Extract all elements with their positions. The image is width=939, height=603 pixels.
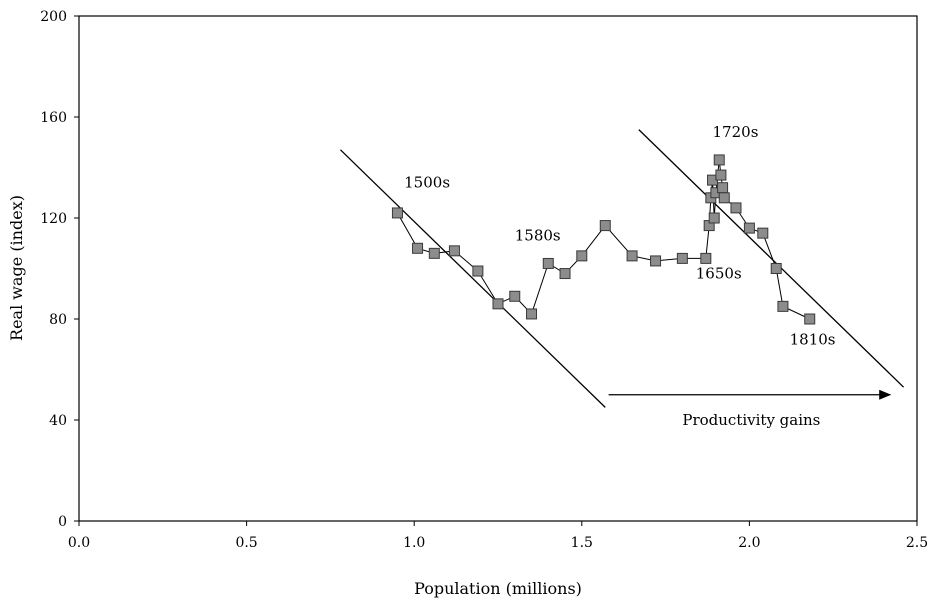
data-point	[527, 309, 537, 319]
data-point	[560, 269, 570, 279]
x-tick-label: 0.5	[235, 535, 257, 551]
data-point	[392, 208, 402, 218]
data-point	[718, 183, 728, 193]
data-point	[473, 266, 483, 276]
data-point	[744, 223, 754, 233]
reference-lines	[340, 130, 903, 408]
data-point	[778, 301, 788, 311]
data-point	[714, 155, 724, 165]
data-point	[510, 291, 520, 301]
annotation-label: 1650s	[696, 265, 742, 283]
data-point	[805, 314, 815, 324]
data-point	[543, 258, 553, 268]
data-point	[413, 243, 423, 253]
y-axis-title: Real wage (index)	[7, 195, 26, 341]
y-tick-label: 0	[58, 514, 67, 530]
y-tick-label: 40	[49, 413, 67, 429]
x-tick-label: 0.0	[68, 535, 90, 551]
data-point	[577, 251, 587, 261]
data-point	[709, 213, 719, 223]
data-point	[719, 193, 729, 203]
x-tick-label: 2.0	[738, 535, 760, 551]
y-axis-ticks: 0 40 80 120 160 200	[40, 9, 79, 530]
series-line-layer	[397, 160, 809, 319]
data-point	[758, 228, 768, 238]
data-point	[771, 264, 781, 274]
data-point	[677, 253, 687, 263]
data-point	[429, 248, 439, 258]
annotation-label: 1810s	[790, 330, 836, 348]
annotation-label: 1720s	[713, 123, 759, 141]
data-point	[493, 299, 503, 309]
x-tick-label: 2.5	[906, 535, 928, 551]
y-tick-label: 120	[40, 211, 67, 227]
data-point	[731, 203, 741, 213]
annotation-layer: 1500s 1580s 1720s 1650s 1810s Productivity ga…	[404, 123, 835, 429]
x-axis-title: Population (millions)	[414, 579, 582, 598]
y-tick-label: 160	[40, 110, 67, 126]
x-tick-label: 1.5	[571, 535, 593, 551]
series-line	[397, 160, 809, 319]
x-tick-label: 1.0	[403, 535, 425, 551]
data-point	[716, 170, 726, 180]
y-tick-label: 200	[40, 9, 67, 25]
y-tick-label: 80	[49, 312, 67, 328]
plot-area	[79, 16, 917, 521]
data-point	[449, 246, 459, 256]
x-axis-ticks: 0.0 0.5 1.0 1.5 2.0 2.5	[68, 521, 928, 551]
annotation-label: Productivity gains	[682, 411, 820, 429]
data-point	[651, 256, 661, 266]
data-point	[600, 221, 610, 231]
data-point	[701, 253, 711, 263]
annotation-label: 1580s	[515, 227, 561, 245]
annotation-label: 1500s	[404, 174, 450, 192]
data-point	[627, 251, 637, 261]
